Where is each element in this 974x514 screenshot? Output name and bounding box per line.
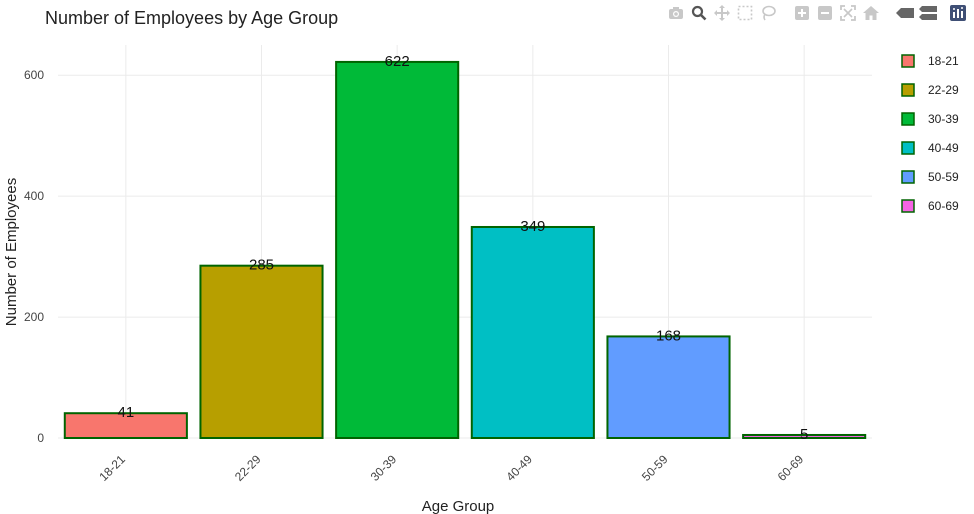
hover-closest-icon[interactable] [895, 4, 915, 22]
x-tick-label-22-29: 22-29 [232, 452, 264, 484]
data-label-50-59: 168 [656, 327, 681, 344]
x-tick-label-30-39: 30-39 [368, 452, 400, 484]
legend-swatch-18-21 [901, 54, 915, 68]
zoom-in-icon[interactable] [792, 4, 812, 22]
data-labels: 41 285 622 349 168 5 [117, 53, 808, 443]
y-tick-label: 200 [24, 310, 44, 324]
bar-50-59 [606, 335, 731, 440]
bar-30-39 [335, 60, 460, 439]
data-label-18-21: 41 [117, 404, 134, 421]
reset-axes-icon[interactable] [861, 4, 881, 22]
chart-title: Number of Employees by Age Group [45, 8, 338, 28]
legend-swatch-60-69 [901, 199, 915, 213]
x-tick-label-40-49: 40-49 [503, 452, 535, 484]
x-tick-label-60-69: 60-69 [775, 452, 807, 484]
x-tick-label-50-59: 50-59 [639, 452, 671, 484]
data-label-40-49: 349 [520, 218, 545, 235]
data-label-22-29: 285 [249, 257, 274, 274]
legend-label-40-49: 40-49 [928, 141, 959, 155]
x-tick-label-18-21: 18-21 [96, 452, 128, 484]
legend-swatch-30-39 [901, 112, 915, 126]
bar-22-29 [199, 264, 324, 439]
legend-swatch-22-29 [901, 83, 915, 97]
y-axis-title: Number of Employees [3, 178, 20, 326]
legend-label-60-69: 60-69 [928, 199, 959, 213]
zoom-icon[interactable] [689, 4, 709, 22]
y-axis-ticks: 0 200 400 600 [24, 68, 44, 445]
x-axis-ticks: 18-21 22-29 30-39 40-49 50-59 60-69 [96, 452, 806, 484]
hover-compare-icon[interactable] [918, 4, 938, 22]
pan-icon[interactable] [712, 4, 732, 22]
lasso-select-icon[interactable] [758, 4, 778, 22]
legend-label-50-59: 50-59 [928, 170, 959, 184]
modebar-toolbar [666, 4, 968, 22]
y-tick-label: 600 [24, 68, 44, 82]
zoom-out-icon[interactable] [815, 4, 835, 22]
autoscale-icon[interactable] [838, 4, 858, 22]
y-tick-label: 0 [37, 431, 44, 445]
data-label-30-39: 622 [385, 53, 410, 70]
gridlines [58, 45, 872, 439]
box-select-icon[interactable] [735, 4, 755, 22]
bars [63, 60, 867, 440]
bar-40-49 [470, 225, 595, 439]
legend-swatch-50-59 [901, 170, 915, 184]
legend-label-30-39: 30-39 [928, 112, 959, 126]
legend-swatch-40-49 [901, 141, 915, 155]
bar-60-69 [742, 433, 867, 440]
legend-label-22-29: 22-29 [928, 83, 959, 97]
plotly-logo-icon[interactable] [948, 4, 968, 22]
bar-18-21 [63, 412, 188, 439]
y-tick-label: 400 [24, 189, 44, 203]
legend[interactable]: 18-21 22-29 30-39 40-49 50-59 60-69 [901, 54, 959, 213]
legend-label-18-21: 18-21 [928, 54, 959, 68]
data-label-60-69: 5 [800, 426, 808, 443]
x-axis-title: Age Group [422, 498, 495, 514]
camera-icon[interactable] [666, 4, 686, 22]
